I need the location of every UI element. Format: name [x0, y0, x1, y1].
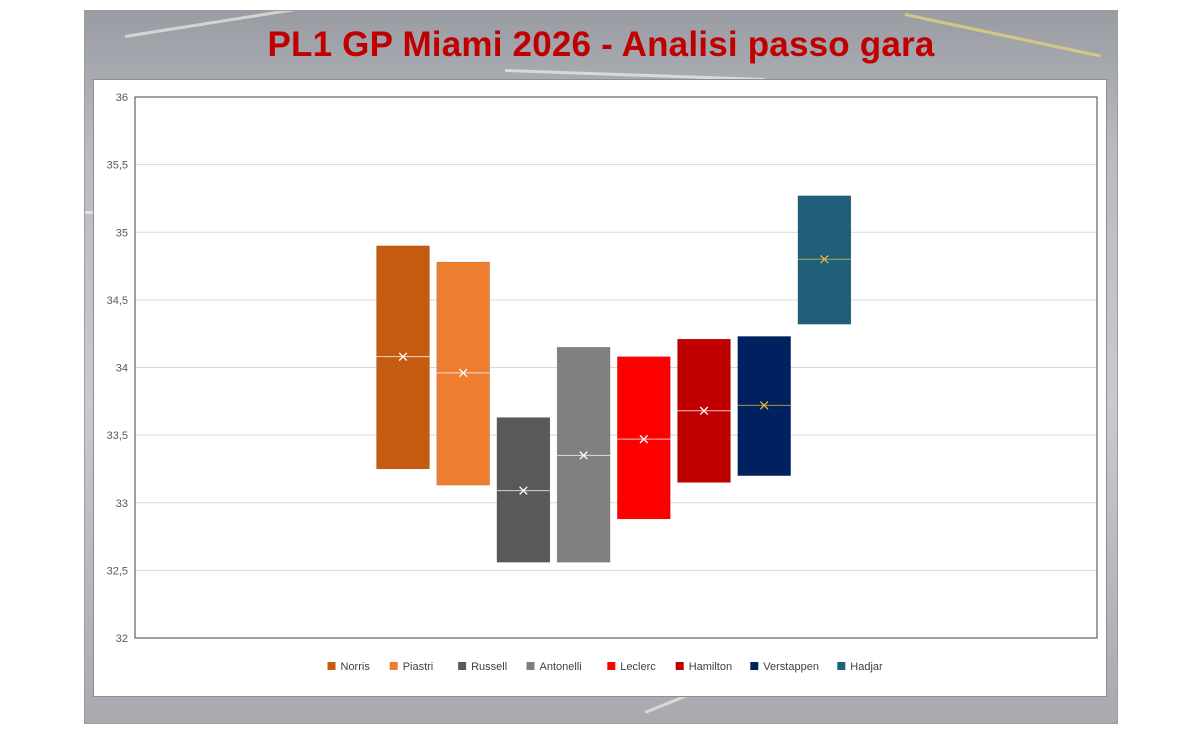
legend-label: Verstappen [763, 661, 819, 673]
box-piastri [436, 261, 491, 486]
y-tick-label: 34 [116, 363, 128, 375]
legend-item-piastri: Piastri [389, 661, 434, 673]
slide-title: PL1 GP Miami 2026 - Analisi passo gara [267, 25, 935, 64]
chart-panel: 32 32,5 33 33,5 34 34,5 35 35,5 36 Norris Piastri… [93, 79, 1107, 697]
box-antonelli [556, 346, 611, 563]
mean-marker [398, 352, 408, 361]
y-tick-label: 32,5 [107, 565, 128, 577]
y-tick-label: 33,5 [107, 430, 128, 442]
box-norris [376, 245, 430, 470]
legend-item-hamilton: Hamilton [675, 661, 732, 673]
y-tick-label: 33 [116, 498, 128, 510]
legend-label: Russell [471, 661, 507, 673]
legend-label: Antonelli [540, 661, 582, 673]
box-verstappen [737, 336, 792, 476]
legend-label: Piastri [403, 661, 434, 673]
y-tick-label: 35,5 [107, 160, 128, 172]
legend-swatch [607, 662, 616, 670]
mean-marker [519, 486, 528, 495]
y-tick-label: 32 [116, 633, 128, 645]
mean-marker [820, 255, 829, 264]
box-chart: 32 32,5 33 33,5 34 34,5 35 35,5 36 Norris Piastri… [107, 92, 1098, 673]
legend-swatch [675, 662, 684, 670]
legend-item-verstappen: Verstappen [750, 661, 819, 673]
legend-label: Leclerc [620, 661, 656, 673]
legend-label: Hadjar [850, 661, 883, 673]
mean-marker [699, 406, 709, 416]
box-body [737, 336, 792, 476]
legend-swatch [750, 662, 759, 670]
legend-item-norris: Norris [327, 661, 371, 673]
y-tick-label: 34,5 [107, 295, 128, 307]
mean-marker [458, 368, 468, 378]
mean-marker [639, 434, 649, 444]
box-leclerc [616, 356, 671, 520]
legend-item-russell: Russell [458, 661, 507, 673]
boxes [376, 195, 852, 563]
legend-swatch [837, 662, 846, 670]
box-hadjar [797, 195, 852, 325]
legend-swatch [389, 662, 398, 670]
legend-item-hadjar: Hadjar [837, 661, 883, 673]
legend-item-antonelli: Antonelli [526, 661, 582, 673]
legend-swatch [327, 662, 336, 670]
legend-swatch [526, 662, 535, 670]
mean-marker [759, 401, 769, 410]
box-hamilton [677, 338, 731, 483]
legend-swatch [458, 662, 467, 670]
legend-label: Norris [341, 661, 371, 673]
plot-area-border [134, 96, 1098, 639]
legend-item-leclerc: Leclerc [607, 661, 656, 673]
y-axis-ticks: 32 32,5 33 33,5 34 34,5 35 35,5 36 [107, 92, 128, 645]
legend: Norris Piastri Russell Antonelli Leclerc Hami… [327, 661, 883, 673]
legend-label: Hamilton [689, 661, 732, 673]
y-tick-label: 35 [116, 227, 128, 239]
y-tick-label: 36 [116, 92, 128, 104]
box-body [616, 356, 671, 520]
gridlines [135, 96, 1097, 639]
mean-marker [579, 451, 588, 460]
box-russell [496, 417, 551, 563]
